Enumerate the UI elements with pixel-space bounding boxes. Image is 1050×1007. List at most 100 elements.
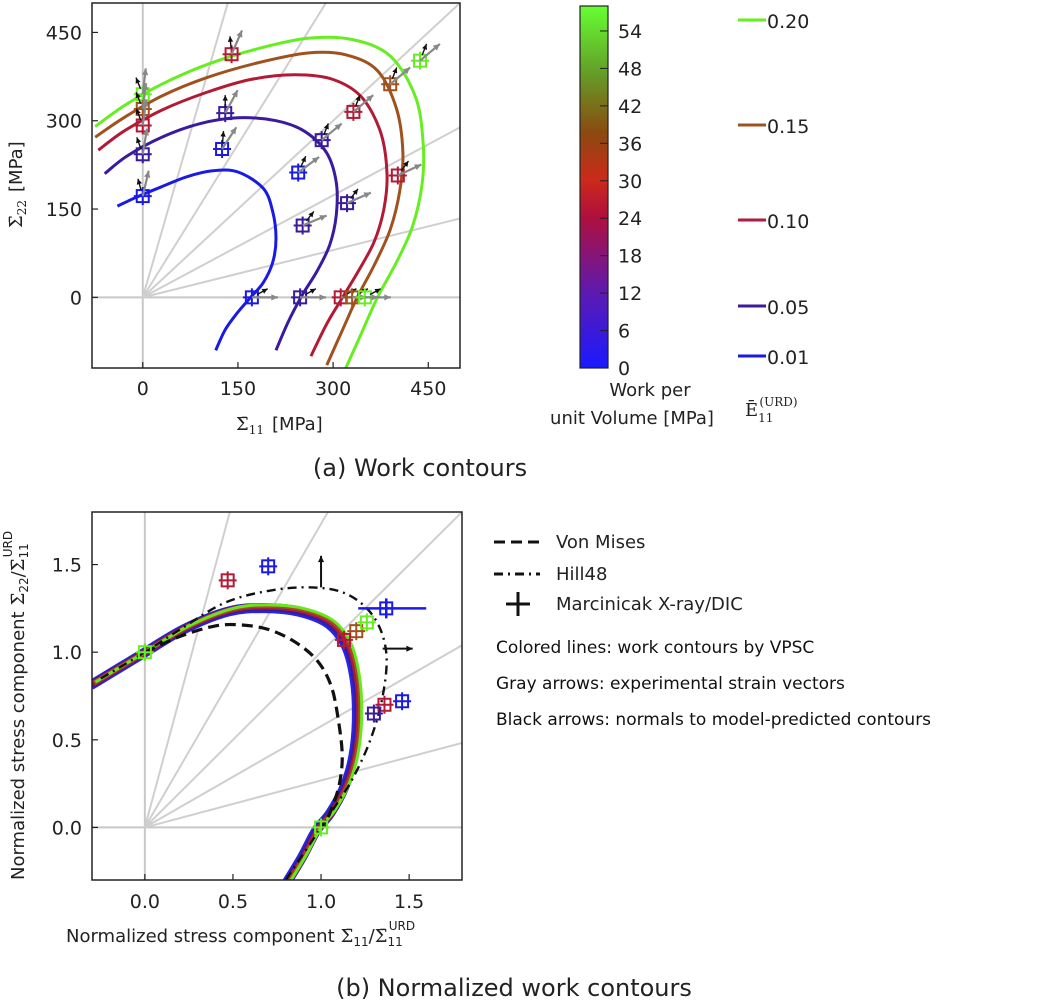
vpsc-contour — [94, 603, 364, 880]
strain-legend-label: 0.20 — [767, 11, 809, 33]
normal-arrow — [222, 95, 228, 108]
x-tick-label: 150 — [220, 378, 256, 400]
vpsc-contour — [93, 603, 363, 880]
strain-arrow — [364, 294, 391, 301]
y-tick-label: 0 — [70, 287, 82, 309]
normal-arrow — [369, 288, 381, 296]
panel-a-caption: (a) Work contours — [313, 454, 527, 482]
panel-a-ticks: 0 150 300 450 0 150 300 450 — [46, 22, 447, 400]
normal-arrow — [135, 108, 142, 121]
strain-legend-label: 0.05 — [767, 297, 809, 319]
strain-arrow — [419, 43, 441, 62]
y-tick-label: 1.0 — [52, 642, 82, 664]
vpsc-contour — [92, 603, 363, 880]
panel-a-experimental-points — [133, 29, 441, 307]
normal-arrow — [256, 288, 269, 296]
normal-arrow-head — [392, 67, 398, 74]
strain-arrow — [302, 214, 328, 227]
panel-b-ticks: 0.0 0.5 1.0 1.5 0.0 0.5 1.0 1.5 — [52, 555, 424, 913]
note-colored-lines: Colored lines: work contours by VPSC — [496, 638, 814, 658]
normal-arrow-head — [136, 178, 142, 185]
strain-arrow — [297, 156, 320, 174]
strain-arrow — [224, 89, 239, 114]
experimental-point — [377, 599, 396, 618]
strain-arrow — [300, 294, 327, 301]
colorbar-tick-label: 30 — [618, 171, 642, 193]
panel-b-experimental-points — [135, 557, 427, 837]
normal-arrow-head — [308, 211, 314, 218]
experimental-point — [218, 571, 237, 590]
strain-arrow — [352, 94, 374, 113]
experimental-point — [334, 630, 353, 649]
panel-a-xlabel: Σ̄11 [MPa] — [236, 414, 323, 437]
experimental-point — [135, 643, 154, 662]
panel-b-caption: (b) Normalized work contours — [336, 974, 692, 1002]
normal-arrow-head — [309, 288, 316, 294]
experimental-point — [259, 557, 278, 576]
x-tick-label: 450 — [410, 378, 446, 400]
experimental-point — [364, 704, 383, 723]
y-tick-label: 450 — [46, 22, 82, 44]
strain-arrow — [320, 122, 343, 142]
strain-arrow-head — [142, 128, 149, 136]
strain-arrow-head — [144, 170, 151, 178]
colorbar-tick-label: 54 — [618, 21, 642, 43]
colorbar-tick-label: 24 — [618, 208, 642, 230]
x-tick-label: 0.0 — [130, 891, 160, 913]
legend-hill48-label: Hill48 — [556, 564, 607, 585]
strain-arrow — [141, 170, 151, 197]
experimental-point — [312, 818, 331, 837]
panel-a-frame — [91, 2, 461, 369]
strain-arrow — [221, 126, 238, 150]
radial-line — [144, 512, 462, 829]
y-tick-label: 1.5 — [52, 555, 82, 577]
strain-arrow-head — [231, 90, 238, 98]
colorbar-tick-label: 0 — [618, 358, 630, 380]
strain-legend: 0.20 0.15 0.10 0.05 0.01 — [738, 11, 809, 369]
normal-arrow-head — [220, 131, 226, 137]
contour-0.01 — [116, 168, 278, 351]
normal-arrow — [323, 123, 329, 135]
panel-b-legend: Von Mises Hill48 Marcinicak X-ray/DIC Co… — [494, 532, 931, 730]
strain-arrow — [389, 66, 411, 86]
strain-legend-label: 0.10 — [767, 211, 809, 233]
strain-arrow-head — [236, 30, 243, 38]
strain-arrow-head — [414, 164, 422, 171]
normal-arrow-head — [136, 137, 142, 144]
strain-arrow-head — [334, 123, 342, 131]
experimental-point — [393, 692, 412, 711]
x-tick-label: 1.5 — [394, 891, 424, 913]
normal-arrow-head — [352, 188, 358, 195]
colorbar-ticks: 0 6 12 18 24 30 36 42 48 54 — [600, 21, 642, 380]
strain-arrow-head — [403, 67, 411, 75]
panel-b-frame — [91, 511, 463, 881]
note-gray-arrows: Gray arrows: experimental strain vectors — [496, 674, 845, 694]
normal-arrow — [227, 36, 234, 49]
contour-0.10 — [97, 73, 389, 357]
panel-a-contours — [94, 35, 426, 368]
contour-0.05 — [103, 116, 339, 351]
normal-arrow-head — [374, 288, 381, 294]
strain-arrow-head — [319, 215, 327, 221]
normal-arrow — [136, 178, 142, 191]
normal-arrow — [220, 131, 226, 144]
strain-arrow-head — [311, 157, 320, 164]
strain-arrow-head — [432, 43, 440, 51]
normal-arrow-head — [222, 95, 228, 101]
vpsc-contour — [92, 603, 362, 880]
strain-arrow-head — [142, 99, 149, 107]
experimental-point — [347, 622, 366, 641]
panel-a-ylabel: Σ̄22[MPa] — [6, 141, 29, 228]
strain-arrow-head — [141, 68, 149, 76]
normal-arrow-head — [406, 645, 413, 652]
panel-a-reference-lines — [92, 3, 460, 368]
y-tick-label: 150 — [46, 199, 82, 221]
normal-arrow — [350, 188, 359, 199]
normal-arrow — [300, 155, 307, 168]
x-tick-label: 0.5 — [218, 891, 248, 913]
radial-line — [142, 126, 460, 299]
strain-legend-label: 0.01 — [767, 347, 809, 369]
panel-b-ylabel: Normalized stress componentΣ̄22/Σ̄11URD — [1, 531, 31, 880]
normal-arrow-head — [403, 161, 409, 167]
legend-von-mises-label: Von Mises — [556, 532, 645, 553]
